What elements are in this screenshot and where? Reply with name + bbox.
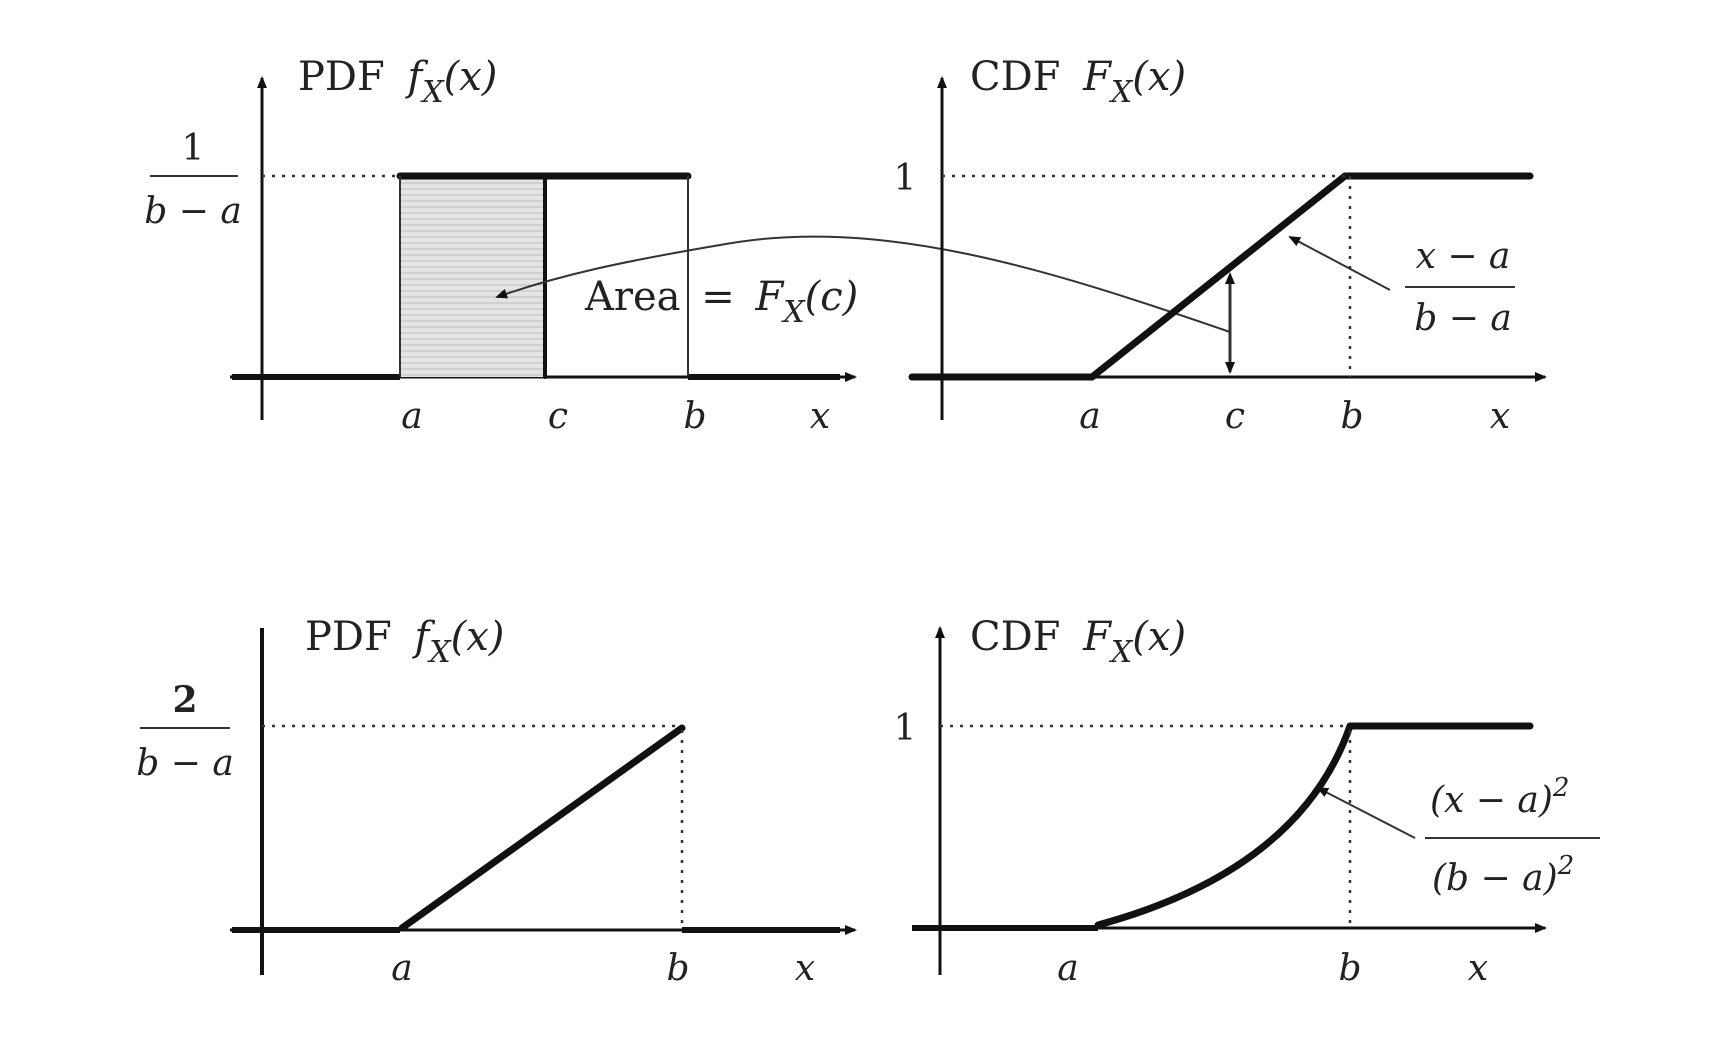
top-cdf-tick-a: a [1079,396,1100,437]
top-cdf-formula-pointer [1288,236,1391,291]
bottom-pdf-title: PDF fX(x) [305,614,504,670]
bottom-cdf-curve [1094,722,1354,929]
top-pdf-y-label-denominator: b − a [144,191,242,232]
top-pdf-title: PDF fX(x) [298,54,497,110]
bottom-pdf-tick-b: b [666,948,689,989]
area-to-cdf-arrow [495,235,1231,333]
top-cdf-tick-c: c [1225,396,1245,437]
area-label: Area = FX(c) [584,274,858,330]
top-cdf-formula-denominator: b − a [1414,298,1512,339]
top-cdf-tick-b: b [1340,396,1363,437]
bottom-cdf-tick-a: a [1057,948,1078,989]
top-pdf-panel: PDF fX(x) 1 b − a a c b x Area = FX(c) [144,54,858,437]
bottom-cdf-panel: CDF FX(x) 1 a b x (x − a)2 (b − a)2 [894,614,1600,989]
top-cdf-curve [908,172,1534,381]
bottom-cdf-tick-x: x [1468,948,1488,989]
bottom-pdf-density-line [398,724,686,932]
top-pdf-tick-b: b [683,396,706,437]
bottom-pdf-tick-x: x [795,948,815,989]
bottom-pdf-y-label-denominator: b − a [136,743,234,784]
top-pdf-tick-c: c [548,396,568,437]
bottom-cdf-tick-b: b [1338,948,1361,989]
top-cdf-tick-x: x [1490,396,1510,437]
bottom-pdf-tick-a: a [391,948,412,989]
top-cdf-formula-numerator: x − a [1416,236,1511,277]
bottom-cdf-formula-numerator: (x − a)2 [1430,773,1569,821]
top-pdf-shaded-area [400,176,545,377]
top-pdf-tick-a: a [401,396,422,437]
bottom-pdf-y-label-numerator: 2 [172,679,197,721]
top-cdf-title: CDF FX(x) [970,54,1186,110]
top-cdf-panel: CDF FX(x) 1 a c b x x − a b − a [894,54,1547,437]
bottom-cdf-y-tick-one: 1 [894,708,917,749]
bottom-cdf-formula-pointer [1316,787,1416,839]
top-pdf-y-label-numerator: 1 [182,128,205,169]
bottom-pdf-panel: PDF fX(x) 2 b − a a b x [136,614,857,989]
top-cdf-y-tick-one: 1 [894,158,917,199]
bottom-cdf-title: CDF FX(x) [970,614,1186,670]
bottom-cdf-formula-denominator: (b − a)2 [1432,851,1574,899]
top-pdf-tick-x: x [810,396,830,437]
